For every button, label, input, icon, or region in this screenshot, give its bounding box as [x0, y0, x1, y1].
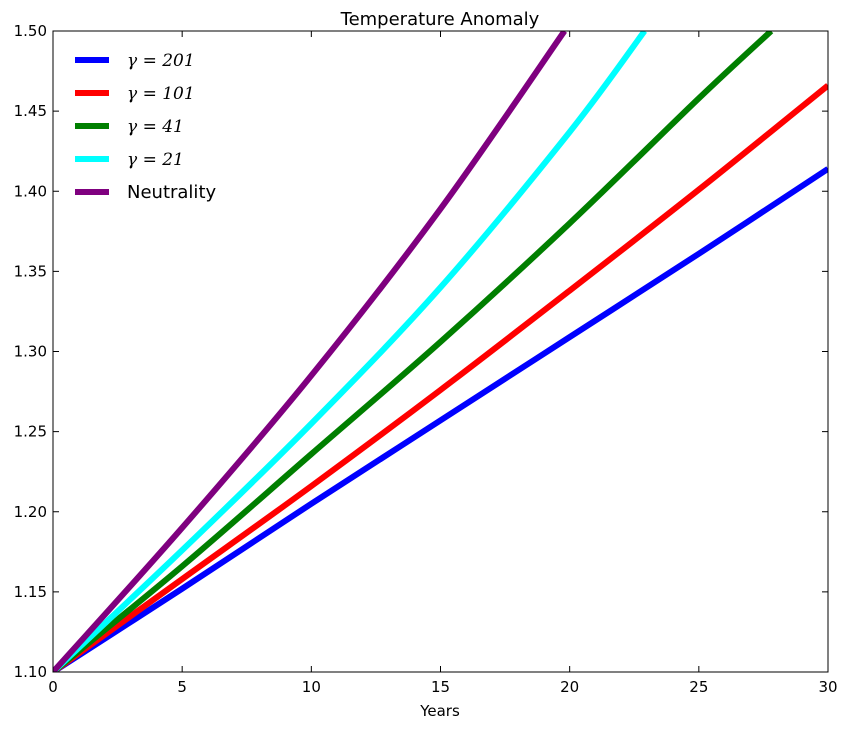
series-line-0 — [53, 166, 828, 672]
series-line-1 — [53, 83, 828, 672]
x-axis-label: Years — [419, 702, 460, 720]
legend-label-0: γ = 201 — [127, 51, 195, 71]
x-axis: 0 5 10 15 20 25 30 — [48, 31, 838, 696]
legend: γ = 201 γ = 101 γ = 41 γ = 21 Neutrality — [75, 51, 216, 203]
legend-label-4: Neutrality — [127, 182, 216, 203]
y-tick-label: 1.25 — [14, 423, 47, 441]
y-tick-label: 1.35 — [14, 262, 47, 280]
x-tick-label: 0 — [48, 678, 58, 696]
y-axis: 1.10 1.15 1.20 1.25 1.30 1.35 1.40 1.45 1.50 — [14, 22, 828, 681]
series-line-2 — [53, 31, 774, 672]
y-tick-label: 1.50 — [14, 22, 47, 40]
y-tick-label: 1.15 — [14, 583, 47, 601]
chart-title: Temperature Anomaly — [340, 9, 540, 30]
x-tick-label: 10 — [302, 678, 321, 696]
series-layer — [53, 31, 828, 672]
series-line-3 — [53, 31, 647, 672]
y-tick-label: 1.10 — [14, 663, 47, 681]
y-tick-label: 1.20 — [14, 503, 47, 521]
x-tick-label: 5 — [177, 678, 187, 696]
y-tick-label: 1.45 — [14, 102, 47, 120]
series-line-4 — [53, 31, 567, 672]
x-tick-label: 15 — [431, 678, 450, 696]
y-tick-label: 1.30 — [14, 343, 47, 361]
legend-label-1: γ = 101 — [127, 84, 195, 104]
y-tick-label: 1.40 — [14, 182, 47, 200]
x-tick-label: 30 — [818, 678, 837, 696]
legend-label-3: γ = 21 — [127, 150, 184, 170]
x-tick-label: 20 — [560, 678, 579, 696]
legend-label-2: γ = 41 — [127, 117, 184, 137]
x-tick-label: 25 — [689, 678, 708, 696]
